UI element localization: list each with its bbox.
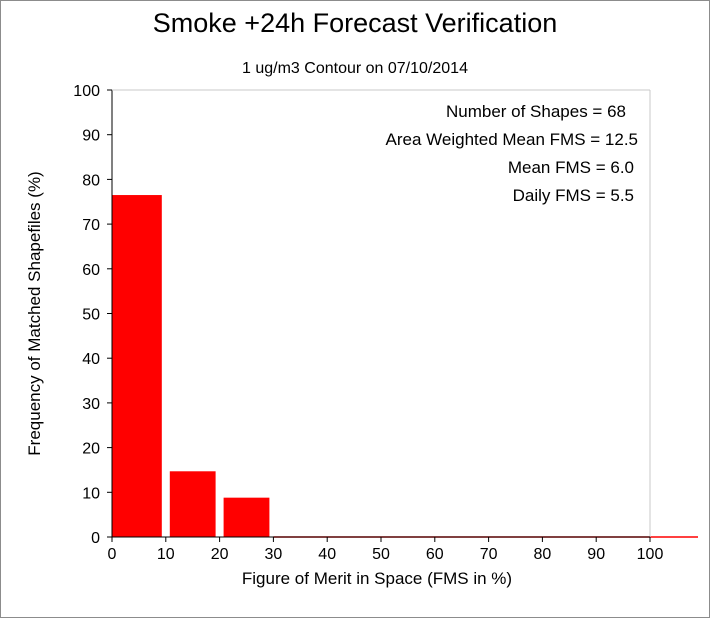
y-tick-label: 60 [82,262,100,279]
stats-group: Number of Shapes = 68 Area Weighted Mean … [386,102,638,205]
y-tick-label: 30 [82,396,100,413]
histogram-bar [223,497,270,537]
x-tick-label: 90 [587,546,605,563]
x-tick-label: 100 [637,546,664,563]
x-tick-label: 30 [265,546,283,563]
chart-title: Smoke +24h Forecast Verification [152,8,558,38]
x-tick-label: 0 [108,546,117,563]
y-tick-label: 40 [82,351,100,368]
chart-subtitle: 1 ug/m3 Contour on 07/10/2014 [242,60,468,77]
y-tick-label: 90 [82,128,100,145]
x-tick-label: 10 [157,546,175,563]
y-tick-label: 0 [91,530,100,547]
x-tick-label: 60 [426,546,444,563]
histogram-bar [112,195,162,538]
y-tick-label: 10 [82,485,100,502]
y-tick-label: 100 [73,83,100,100]
y-tick-label: 20 [82,441,100,458]
ticks-group: 0 10 20 30 40 50 60 70 80 90 100 0 10 20 30 40 50 60 70 80 9… [73,83,663,563]
x-axis-label: Figure of Merit in Space (FMS in %) [242,569,512,588]
x-tick-label: 40 [318,546,336,563]
x-tick-label: 70 [480,546,498,563]
y-tick-label: 70 [82,217,100,234]
x-tick-label: 20 [211,546,229,563]
stat-annotation: Area Weighted Mean FMS = 12.5 [386,130,638,149]
stat-annotation: Daily FMS = 5.5 [513,186,634,205]
y-tick-label: 80 [82,172,100,189]
x-tick-label: 80 [534,546,552,563]
y-tick-label: 50 [82,307,100,324]
stat-annotation: Number of Shapes = 68 [446,102,626,121]
x-tick-label: 50 [372,546,390,563]
bars-group [112,195,698,538]
stat-annotation: Mean FMS = 6.0 [508,158,634,177]
histogram-bar [169,471,216,537]
y-axis-label: Frequency of Matched Shapefiles (%) [25,171,44,455]
